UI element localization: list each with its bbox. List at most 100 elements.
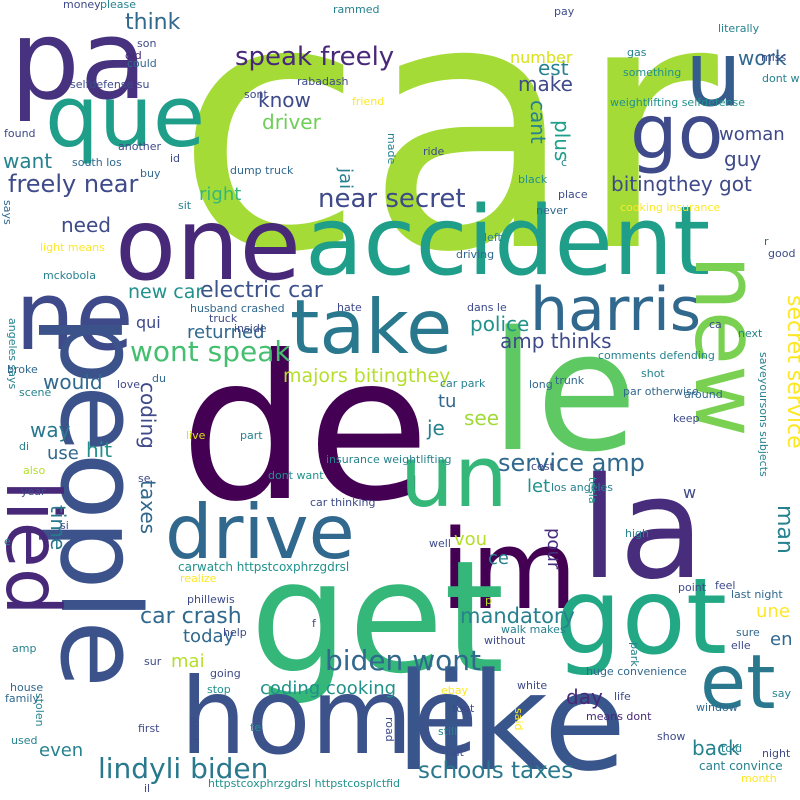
word: p: [485, 594, 492, 607]
word: long: [529, 378, 553, 391]
word: speak freely: [235, 42, 395, 72]
word: money: [63, 0, 101, 11]
word: service amp: [498, 449, 645, 477]
word: di: [19, 440, 30, 453]
word: get: [250, 527, 505, 708]
word: car: [175, 0, 718, 328]
word: sure: [736, 626, 760, 639]
word: stolen: [33, 693, 46, 727]
word: ride: [423, 145, 445, 158]
word: ne: [15, 262, 134, 372]
word: lindyli biden: [98, 752, 269, 785]
word: let: [527, 476, 551, 497]
word: place: [558, 188, 588, 201]
word: good: [768, 247, 796, 260]
word: got: [555, 556, 728, 678]
word: walk makes: [501, 623, 566, 636]
word: night: [762, 747, 791, 760]
word: found: [4, 127, 36, 140]
word: please: [100, 0, 137, 11]
word: harris: [530, 275, 702, 345]
word: home: [180, 656, 478, 778]
word: without: [484, 634, 526, 647]
word: month: [741, 772, 777, 785]
word: comments defending: [598, 349, 715, 362]
word: car park: [440, 377, 486, 390]
word: buy: [140, 167, 161, 180]
word: inside: [234, 322, 267, 335]
word: know: [258, 88, 311, 112]
word: il: [144, 782, 151, 795]
word: ce: [488, 548, 509, 569]
word: tout: [452, 702, 475, 715]
word: way: [30, 418, 71, 442]
word: pour: [543, 528, 564, 570]
word: white: [517, 679, 548, 692]
word: fait: [446, 746, 464, 759]
word: cest: [531, 460, 554, 473]
word: work: [738, 46, 787, 70]
word: see: [464, 406, 500, 430]
word: today: [183, 626, 235, 647]
word: old: [125, 49, 142, 62]
word: httpstcoxphrzgdrsl httpstcosplctfid: [208, 777, 401, 790]
word: accident: [305, 187, 711, 297]
word: think: [125, 10, 181, 35]
word: miss: [761, 51, 787, 64]
word: w: [683, 483, 697, 502]
word: e: [4, 535, 11, 548]
word: could: [127, 57, 157, 70]
word: drive: [165, 488, 355, 576]
word: part: [240, 429, 263, 442]
word: te: [250, 721, 262, 734]
word: man: [772, 505, 797, 554]
word: hate: [337, 301, 362, 314]
word: huge convenience: [586, 665, 687, 678]
word: amp thinks: [500, 329, 612, 353]
word: friend: [352, 95, 385, 108]
word: selfdefense su: [70, 78, 150, 91]
word: live: [186, 429, 206, 442]
word: car thinking: [310, 496, 376, 509]
word: ca: [709, 318, 722, 331]
word: dans le: [467, 301, 507, 314]
word: coding: [136, 382, 160, 449]
word: stop: [207, 683, 231, 696]
word: son: [137, 37, 157, 50]
word: los angeles: [551, 481, 614, 494]
word: ebay: [441, 684, 469, 697]
word: around: [684, 388, 723, 401]
word: rabadash: [297, 75, 349, 88]
word: c: [561, 156, 568, 169]
word: en: [770, 629, 793, 650]
word: show: [657, 730, 686, 743]
word: make: [518, 72, 573, 96]
word: coding cooking: [260, 678, 397, 699]
word: point: [678, 581, 707, 594]
word: par otherwise: [623, 385, 699, 398]
word: pa: [10, 0, 148, 124]
word: day: [566, 685, 603, 709]
word: window: [696, 701, 738, 714]
word: want: [3, 149, 53, 173]
word: truck: [209, 312, 238, 325]
word: said: [512, 708, 525, 731]
word: dont want: [268, 469, 324, 482]
word: first: [138, 722, 160, 735]
word: qui: [136, 313, 161, 332]
word: im: [440, 506, 578, 634]
word: keep: [673, 412, 700, 425]
word: black: [518, 173, 548, 186]
word: sont: [244, 88, 268, 101]
word: mai: [171, 651, 205, 672]
word: insurance weightlifting: [326, 453, 452, 466]
word: elle: [731, 639, 751, 652]
word: la: [580, 448, 705, 611]
word: cooking insurance: [620, 201, 721, 214]
word: dump truck: [230, 164, 294, 177]
word: saveyoursons subjects: [757, 352, 770, 477]
word: de: [180, 313, 430, 546]
word: last night: [731, 588, 783, 601]
word: another: [118, 140, 162, 153]
